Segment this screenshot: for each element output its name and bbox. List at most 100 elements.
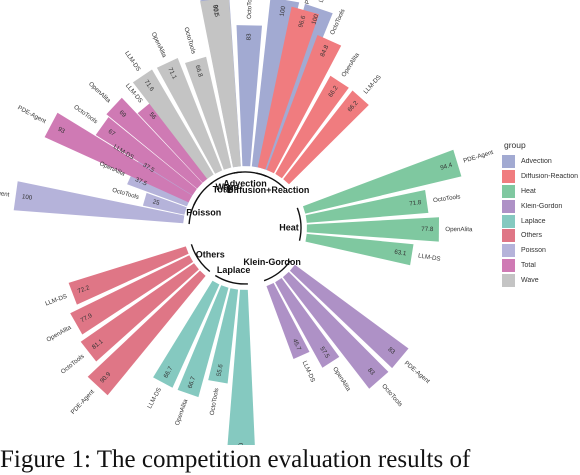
- value-label: 100: [21, 193, 33, 201]
- legend-item: Others: [502, 228, 580, 243]
- legend-swatch: [502, 244, 515, 258]
- agent-label: LLM-DS: [146, 387, 163, 410]
- legend-label: Poisson: [521, 247, 546, 255]
- legend-item: Klein-Gordon: [502, 199, 580, 214]
- bar: [283, 90, 369, 185]
- bar: [305, 190, 429, 223]
- agent-label: OctoTools: [433, 193, 461, 204]
- bar: [282, 271, 389, 389]
- legend-item: Wave: [502, 273, 580, 288]
- value-label: 99.5: [212, 4, 221, 17]
- group-label: Advection: [223, 178, 267, 188]
- agent-label: OpenAlita: [174, 398, 190, 426]
- group-label: Laplace: [217, 265, 251, 275]
- value-label: 77.8: [421, 226, 434, 233]
- bar: [132, 69, 214, 179]
- agent-label: OctoTools: [182, 26, 196, 54]
- bar: [266, 35, 342, 174]
- group-label: Total: [213, 184, 234, 194]
- agent-label: OctoTools: [111, 187, 139, 201]
- agent-label: OpenAlita: [45, 324, 73, 344]
- group-label: Heat: [279, 222, 299, 232]
- bar: [200, 0, 241, 168]
- bar: [87, 270, 206, 396]
- bar: [208, 288, 239, 384]
- value-label: 83: [246, 33, 253, 41]
- bar: [106, 97, 203, 189]
- legend-label: Heat: [521, 187, 536, 195]
- bar: [156, 58, 223, 174]
- agent-label: OctoTools: [209, 388, 221, 416]
- legend-item: Advection: [502, 154, 580, 169]
- legend-item: Diffusion-Reaction: [502, 169, 580, 184]
- bar: [68, 246, 189, 305]
- legend-swatch: [502, 199, 515, 213]
- legend-swatch: [502, 229, 515, 243]
- agent-label: PDE-Agent: [70, 388, 96, 416]
- value-label: 72.2: [77, 284, 91, 295]
- value-label: 63.1: [394, 249, 408, 258]
- value-label: 56: [148, 111, 158, 121]
- bar: [275, 278, 340, 368]
- agent-label: OpenAlita: [87, 81, 112, 105]
- value-label: 94.4: [440, 161, 454, 171]
- group-label: Klein-Gordon: [243, 257, 301, 267]
- agent-label: LLM-DS: [418, 252, 442, 263]
- bars-layer: [13, 0, 462, 445]
- group-label: Poisson: [186, 207, 221, 217]
- agent-label: OctoTools: [380, 383, 403, 408]
- bar: [95, 117, 197, 196]
- group-label: Wave: [216, 182, 239, 192]
- bar: [70, 255, 194, 335]
- legend-swatch: [502, 259, 515, 273]
- agent-label: PDE-Agent: [463, 149, 495, 165]
- legend-item: Total: [502, 258, 580, 273]
- legend-swatch: [502, 169, 515, 183]
- value-label: 96.6: [297, 14, 307, 28]
- value-label: 66.8: [194, 64, 204, 78]
- value-label: 100: [238, 442, 245, 445]
- value-label: 71.1: [166, 67, 178, 81]
- agent-label: OpenAlita: [445, 226, 473, 233]
- agent-label: LLM-DS: [123, 50, 141, 73]
- legend-item: Laplace: [502, 214, 580, 229]
- group-arc: [263, 260, 291, 282]
- bar: [13, 181, 185, 224]
- group-arc: [256, 172, 286, 190]
- bar: [303, 149, 462, 214]
- value-label: 67: [107, 128, 117, 138]
- legend-swatch: [502, 184, 515, 198]
- bar: [275, 75, 349, 179]
- legend-label: Laplace: [521, 217, 546, 225]
- agent-label: OpenAlita: [150, 31, 168, 59]
- legend-label: Total: [521, 262, 536, 270]
- value-label: 83: [366, 367, 376, 377]
- bar: [142, 192, 187, 215]
- bar: [137, 100, 209, 183]
- legend-swatch: [502, 274, 515, 288]
- agent-label: OctoTools: [329, 8, 347, 36]
- legend-label: Wave: [521, 277, 539, 285]
- bar: [185, 56, 232, 170]
- bar: [257, 6, 319, 170]
- value-label: 37.5: [134, 176, 148, 188]
- agent-label: LLM-DS: [362, 74, 382, 96]
- legend-label: Others: [521, 232, 543, 240]
- legend: group Advection Diffusion-Reaction Heat Kle…: [502, 140, 580, 288]
- legend-title: group: [504, 140, 526, 150]
- legend-swatch: [502, 214, 515, 228]
- value-label: 55.6: [216, 363, 225, 377]
- value-label: 25: [152, 198, 161, 207]
- legend-label: Klein-Gordon: [521, 202, 563, 210]
- bar: [236, 25, 262, 167]
- group-arc: [190, 244, 211, 273]
- agent-label: PDE-Agent: [403, 360, 431, 385]
- figure-caption: Figure 1: The competition evaluation res…: [0, 446, 471, 473]
- agent-label: LLM-DS: [301, 360, 317, 384]
- agent-label: LLM-DS: [44, 293, 68, 308]
- group-arc: [214, 274, 248, 285]
- bar: [306, 217, 439, 242]
- value-label: 71.8: [409, 199, 422, 208]
- group-arc: [210, 171, 242, 185]
- agent-label: OctoTools: [60, 353, 86, 376]
